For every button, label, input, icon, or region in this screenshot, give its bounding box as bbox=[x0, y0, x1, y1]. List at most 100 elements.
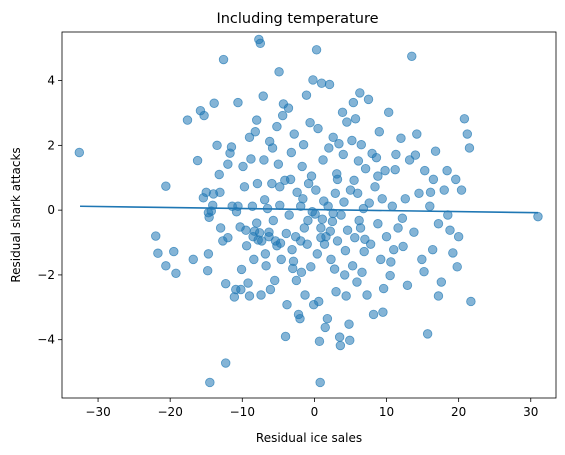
data-point bbox=[188, 254, 198, 265]
data-point bbox=[301, 90, 312, 100]
data-point bbox=[300, 290, 310, 300]
data-point bbox=[327, 216, 338, 227]
data-point bbox=[199, 110, 209, 121]
data-point bbox=[280, 331, 291, 342]
data-point bbox=[355, 223, 366, 233]
data-point bbox=[314, 296, 324, 307]
data-point bbox=[329, 264, 340, 274]
data-point bbox=[298, 194, 308, 204]
data-point bbox=[378, 283, 389, 294]
data-point bbox=[277, 110, 288, 121]
data-point bbox=[317, 214, 328, 224]
data-point bbox=[334, 332, 345, 342]
data-point bbox=[389, 244, 399, 255]
data-point bbox=[285, 174, 296, 185]
data-point bbox=[249, 254, 259, 265]
data-point bbox=[252, 178, 263, 189]
data-point bbox=[380, 165, 390, 176]
data-point bbox=[452, 262, 462, 272]
data-point bbox=[340, 270, 350, 280]
data-point bbox=[350, 114, 361, 124]
data-point bbox=[348, 97, 359, 108]
data-point bbox=[407, 51, 417, 61]
data-point bbox=[282, 300, 292, 310]
data-point bbox=[312, 249, 322, 259]
data-point bbox=[330, 188, 341, 199]
data-point bbox=[314, 336, 325, 347]
data-point bbox=[453, 231, 464, 242]
y-axis-label: Residual shark attacks bbox=[9, 147, 23, 282]
x-tick-label: 20 bbox=[451, 405, 466, 419]
data-point bbox=[283, 103, 294, 113]
data-point bbox=[223, 232, 233, 243]
x-tick-label: 30 bbox=[523, 405, 538, 419]
data-point bbox=[258, 91, 268, 101]
data-point bbox=[153, 248, 163, 258]
data-point bbox=[332, 174, 343, 185]
data-point bbox=[345, 335, 355, 346]
y-tick-label: −2 bbox=[37, 268, 55, 282]
data-point bbox=[318, 155, 328, 165]
data-point bbox=[400, 194, 410, 204]
data-point bbox=[270, 275, 280, 286]
regression-fit-line bbox=[80, 205, 538, 214]
data-point bbox=[445, 225, 455, 235]
x-tick-label: −10 bbox=[230, 405, 255, 419]
data-point bbox=[402, 280, 413, 290]
data-point bbox=[192, 155, 203, 166]
data-point bbox=[74, 147, 85, 158]
data-point bbox=[255, 38, 266, 49]
data-point bbox=[385, 270, 395, 281]
data-point bbox=[355, 88, 365, 98]
data-point bbox=[383, 107, 394, 118]
data-point bbox=[360, 234, 370, 244]
data-point bbox=[284, 210, 294, 220]
data-point bbox=[356, 140, 366, 150]
data-point bbox=[289, 129, 299, 139]
data-point bbox=[274, 67, 284, 77]
data-point bbox=[378, 307, 388, 317]
data-point bbox=[462, 129, 473, 139]
x-tick-label: −30 bbox=[85, 405, 110, 419]
data-point bbox=[342, 225, 353, 235]
data-point bbox=[428, 174, 439, 185]
data-point bbox=[212, 140, 222, 151]
data-point bbox=[433, 291, 444, 301]
data-point bbox=[377, 194, 387, 204]
data-point bbox=[315, 377, 325, 388]
data-point bbox=[381, 231, 392, 242]
data-point bbox=[363, 94, 374, 105]
data-point bbox=[221, 358, 231, 368]
data-point bbox=[419, 266, 429, 277]
data-point bbox=[305, 117, 315, 128]
data-point bbox=[326, 254, 336, 265]
data-point bbox=[425, 187, 436, 198]
data-point bbox=[233, 97, 243, 108]
data-point bbox=[208, 189, 219, 199]
data-point bbox=[364, 198, 374, 208]
data-point bbox=[295, 313, 305, 324]
data-point bbox=[246, 154, 256, 164]
data-point bbox=[350, 232, 360, 243]
data-point bbox=[422, 329, 433, 339]
data-point bbox=[238, 161, 248, 172]
data-point bbox=[291, 275, 302, 286]
data-point bbox=[259, 195, 270, 205]
data-point bbox=[260, 249, 271, 259]
data-point bbox=[221, 278, 231, 289]
plot-frame bbox=[61, 31, 557, 399]
data-point bbox=[214, 169, 224, 180]
data-point bbox=[436, 277, 447, 287]
data-point bbox=[412, 129, 422, 139]
data-point bbox=[331, 287, 341, 297]
data-point bbox=[202, 266, 213, 276]
y-tick-label: −4 bbox=[37, 333, 55, 347]
data-point bbox=[252, 218, 262, 228]
data-point bbox=[296, 267, 307, 278]
scatter-points bbox=[74, 34, 543, 388]
data-point bbox=[396, 133, 406, 143]
data-point bbox=[464, 143, 475, 153]
data-point bbox=[332, 236, 343, 246]
data-point bbox=[236, 284, 246, 295]
